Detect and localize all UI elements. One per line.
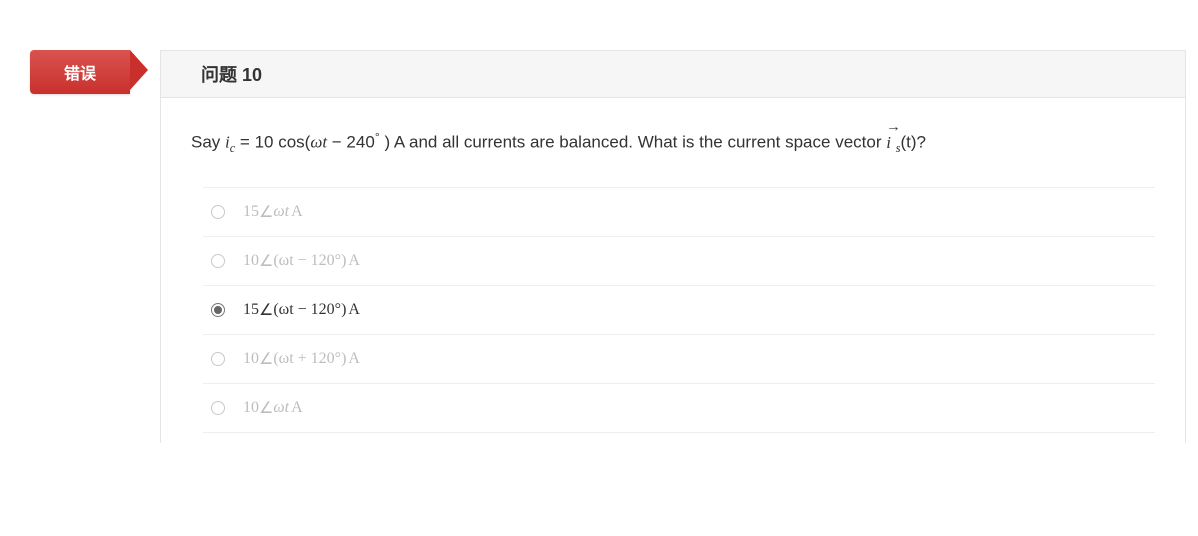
q-close: ) [380, 133, 390, 152]
radio-icon[interactable] [211, 401, 225, 415]
option-angle: (ωt + 120°) [273, 350, 346, 368]
option-angle: ωt [273, 203, 289, 221]
option-magnitude: 15 [243, 203, 259, 221]
option-1[interactable]: 15∠ωtA [203, 187, 1155, 236]
angle-icon: ∠ [259, 398, 273, 418]
option-unit: A [348, 350, 360, 368]
radio-icon[interactable] [211, 254, 225, 268]
q-mid: and all currents are balanced. What is t… [404, 133, 886, 152]
q-minus: − 240 [327, 133, 375, 152]
vector-arrow-icon: → [886, 116, 891, 139]
option-angle: (ωt − 120°) [273, 301, 346, 319]
option-unit: A [291, 399, 303, 417]
q-unit-a: A [390, 133, 404, 152]
radio-icon[interactable] [211, 205, 225, 219]
option-angle: ωt [273, 399, 289, 417]
option-unit: A [348, 301, 360, 319]
angle-icon: ∠ [259, 349, 273, 369]
q-eq: = 10 cos( [235, 133, 310, 152]
question-header: 问题 10 [161, 51, 1185, 98]
option-magnitude: 15 [243, 301, 259, 319]
status-badge: 错误 [30, 50, 130, 94]
option-magnitude: 10 [243, 399, 259, 417]
option-5[interactable]: 10∠ωtA [203, 383, 1155, 433]
quiz-container: 错误 问题 10 Say ic = 10 cos(ωt − 240° ) A a… [0, 0, 1198, 50]
q-vector: →i [886, 129, 891, 156]
option-4[interactable]: 10∠(ωt + 120°)A [203, 334, 1155, 383]
radio-icon[interactable] [211, 352, 225, 366]
question-title: 问题 10 [201, 65, 262, 85]
option-unit: A [348, 252, 360, 270]
angle-icon: ∠ [259, 202, 273, 222]
q-prefix: Say [191, 133, 225, 152]
q-tail: (t)? [900, 133, 926, 152]
option-3[interactable]: 15∠(ωt − 120°)A [203, 285, 1155, 334]
option-magnitude: 10 [243, 252, 259, 270]
angle-icon: ∠ [259, 251, 273, 271]
angle-icon: ∠ [259, 300, 273, 320]
radio-icon[interactable] [211, 303, 225, 317]
question-text: Say ic = 10 cos(ωt − 240° ) A and all cu… [191, 128, 1155, 159]
options-list: 15∠ωtA 10∠(ωt − 120°)A 15∠(ωt − 120°)A 1… [203, 187, 1155, 433]
q-omega-t: ωt [310, 133, 327, 152]
question-body: Say ic = 10 cos(ωt − 240° ) A and all cu… [161, 98, 1185, 443]
status-badge-label: 错误 [64, 66, 96, 83]
option-unit: A [291, 203, 303, 221]
option-2[interactable]: 10∠(ωt − 120°)A [203, 236, 1155, 285]
option-angle: (ωt − 120°) [273, 252, 346, 270]
option-magnitude: 10 [243, 350, 259, 368]
question-panel: 问题 10 Say ic = 10 cos(ωt − 240° ) A and … [160, 50, 1186, 443]
